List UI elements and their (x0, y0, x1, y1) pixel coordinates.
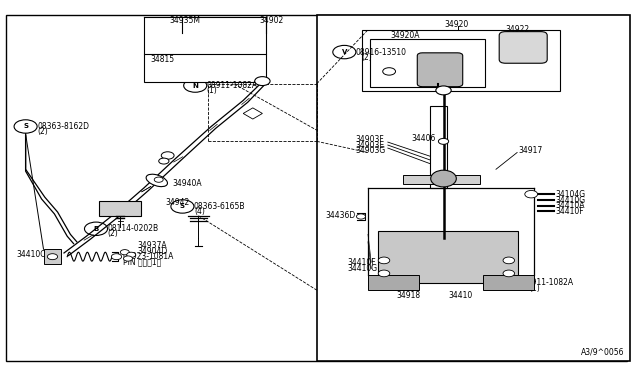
Text: (2): (2) (37, 127, 48, 136)
Text: 34410C: 34410C (16, 250, 45, 259)
Text: N: N (192, 83, 198, 89)
Circle shape (124, 256, 132, 261)
Text: (2): (2) (362, 53, 372, 62)
Bar (362, 30, 560, 91)
Bar (430, 106, 447, 188)
Ellipse shape (146, 174, 168, 187)
Bar (483, 275, 534, 290)
Text: S: S (23, 124, 28, 129)
Text: 34920A: 34920A (390, 31, 420, 40)
Text: (1): (1) (207, 86, 218, 95)
Text: 34410: 34410 (448, 291, 472, 300)
Text: B: B (93, 226, 99, 232)
Bar (378, 231, 518, 283)
Text: 34406: 34406 (412, 134, 436, 143)
Text: 34918: 34918 (397, 291, 421, 300)
Bar (144, 54, 266, 82)
Bar (317, 15, 630, 361)
Text: 34937A: 34937A (138, 241, 167, 250)
Text: 08911-1082A: 08911-1082A (522, 278, 573, 287)
Circle shape (120, 250, 129, 255)
FancyBboxPatch shape (417, 53, 463, 87)
Text: 00923-1081A: 00923-1081A (123, 252, 174, 261)
Text: 08916-13510: 08916-13510 (356, 48, 407, 57)
Text: 34410G: 34410G (556, 196, 586, 205)
Bar (370, 39, 485, 87)
Text: 08363-8162D: 08363-8162D (37, 122, 89, 131)
Text: 34410G: 34410G (348, 264, 378, 273)
Bar (99, 201, 141, 216)
Text: (4): (4) (194, 207, 205, 216)
Text: 08114-0202B: 08114-0202B (108, 224, 159, 233)
Bar (44, 249, 61, 264)
Text: 34903G: 34903G (355, 146, 385, 155)
Text: 34904D: 34904D (138, 247, 168, 256)
Text: 34410F: 34410F (348, 258, 376, 267)
Circle shape (503, 270, 515, 277)
Circle shape (111, 254, 122, 260)
Text: V: V (342, 49, 347, 55)
Text: 34902: 34902 (259, 16, 284, 25)
Circle shape (436, 86, 451, 95)
Text: 34917: 34917 (518, 146, 543, 155)
Circle shape (383, 68, 396, 75)
Text: 34935M: 34935M (170, 16, 200, 25)
Text: 08911-1082A: 08911-1082A (207, 81, 258, 90)
Text: N: N (508, 280, 514, 286)
Circle shape (356, 214, 365, 219)
Circle shape (161, 152, 174, 159)
Text: 34436D: 34436D (325, 211, 355, 220)
Polygon shape (243, 108, 262, 119)
Circle shape (127, 252, 136, 257)
Text: 34903E: 34903E (355, 141, 385, 150)
Text: 34410F: 34410F (556, 207, 584, 216)
Circle shape (503, 257, 515, 264)
Circle shape (47, 254, 58, 260)
Text: 08363-6165B: 08363-6165B (194, 202, 245, 211)
Text: 34942: 34942 (165, 198, 189, 207)
Circle shape (525, 190, 538, 198)
Circle shape (438, 138, 449, 144)
Circle shape (378, 257, 390, 264)
Text: 34903F: 34903F (355, 135, 384, 144)
Text: PIN ピン（1）: PIN ピン（1） (123, 258, 161, 267)
Ellipse shape (431, 170, 456, 187)
Text: S: S (180, 203, 185, 209)
Text: (1): (1) (529, 284, 540, 293)
Text: A3/9^0056: A3/9^0056 (580, 347, 624, 356)
Circle shape (154, 177, 163, 182)
FancyBboxPatch shape (499, 32, 547, 63)
Text: 34920: 34920 (445, 20, 469, 29)
Text: 34922: 34922 (506, 25, 530, 34)
Bar (368, 275, 419, 290)
Text: 34410A: 34410A (556, 201, 585, 210)
Circle shape (378, 270, 390, 277)
Text: 34940A: 34940A (173, 179, 202, 187)
Text: 34104G: 34104G (556, 190, 586, 199)
Text: (2): (2) (108, 230, 118, 238)
Circle shape (255, 77, 270, 86)
Text: 34815: 34815 (150, 55, 175, 64)
Circle shape (159, 158, 169, 164)
Bar (403, 175, 480, 184)
